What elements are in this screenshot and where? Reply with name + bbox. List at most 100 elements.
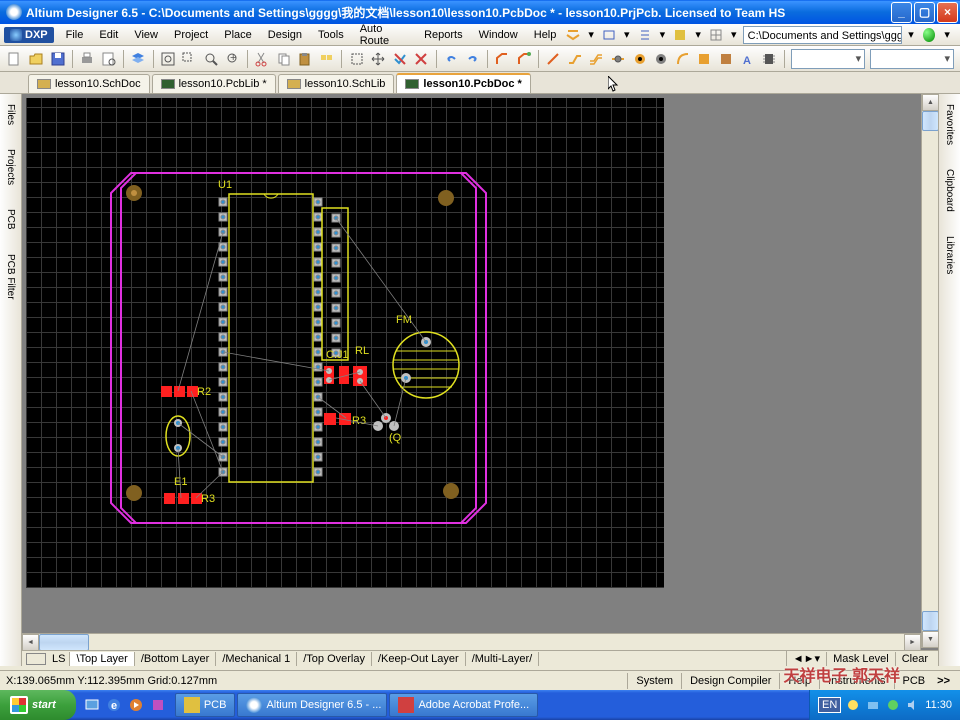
toolbar-dropdown-2[interactable]: ▾ xyxy=(583,27,599,43)
task-pcb[interactable]: PCB xyxy=(175,693,236,717)
zoom-select-button[interactable] xyxy=(201,48,222,70)
toolbar-dropdown-1[interactable] xyxy=(565,27,581,43)
layer-top[interactable]: \Top Layer xyxy=(70,652,134,666)
minimize-button[interactable]: _ xyxy=(891,2,912,23)
duplicate-button[interactable] xyxy=(317,48,338,70)
close-button[interactable]: × xyxy=(937,2,958,23)
toolbar-combo-1[interactable]: ▾ xyxy=(791,49,866,69)
status-indicator[interactable] xyxy=(923,28,935,42)
clock[interactable]: 11:30 xyxy=(925,699,952,711)
scroll-thumb-top[interactable] xyxy=(922,111,938,131)
horizontal-scrollbar[interactable]: ◄ ► xyxy=(22,633,921,650)
scroll-thumb-h[interactable] xyxy=(39,634,89,651)
place-via-button[interactable] xyxy=(608,48,629,70)
canvas-container[interactable]: U1 xyxy=(22,94,938,666)
toolbar-dropdown-8[interactable]: ▾ xyxy=(690,27,706,43)
deselect-button[interactable] xyxy=(389,48,410,70)
scroll-up-button[interactable]: ▲ xyxy=(922,94,938,111)
zoom-area-button[interactable] xyxy=(179,48,200,70)
undo-button[interactable] xyxy=(441,48,462,70)
clear-button[interactable] xyxy=(411,48,432,70)
tab-schlib[interactable]: lesson10.SchLib xyxy=(278,74,395,93)
tab-pcblib[interactable]: lesson10.PcbLib * xyxy=(152,74,276,93)
new-button[interactable] xyxy=(4,48,25,70)
save-button[interactable] xyxy=(47,48,68,70)
autoroute-button[interactable] xyxy=(513,48,534,70)
route-button[interactable] xyxy=(492,48,513,70)
zoom-fit-button[interactable] xyxy=(157,48,178,70)
layer-mech1[interactable]: /Mechanical 1 xyxy=(216,652,297,666)
ql-desktop[interactable] xyxy=(82,694,102,716)
layer-multi[interactable]: /Multi-Layer/ xyxy=(466,652,540,666)
panel-projects[interactable]: Projects xyxy=(3,143,18,191)
scroll-thumb-bottom[interactable] xyxy=(922,611,938,631)
toolbar-dropdown-6[interactable]: ▾ xyxy=(655,27,671,43)
place-arc-button[interactable] xyxy=(673,48,694,70)
scroll-right-button[interactable]: ► xyxy=(904,634,921,651)
menu-file[interactable]: File xyxy=(58,26,92,44)
task-altium[interactable]: Altium Designer 6.5 - ... xyxy=(237,693,387,717)
menu-reports[interactable]: Reports xyxy=(416,26,471,44)
panel-pcb[interactable]: PCB xyxy=(3,203,18,236)
select-button[interactable] xyxy=(346,48,367,70)
copy-button[interactable] xyxy=(273,48,294,70)
tray-icon-1[interactable] xyxy=(845,697,861,713)
panel-libraries[interactable]: Libraries xyxy=(942,230,957,280)
ql-ie[interactable]: e xyxy=(104,694,124,716)
lang-indicator[interactable]: EN xyxy=(818,697,841,713)
menu-help[interactable]: Help xyxy=(526,26,565,44)
redo-button[interactable] xyxy=(462,48,483,70)
layers-button[interactable] xyxy=(128,48,149,70)
path-dropdown[interactable]: ▾ xyxy=(903,27,919,43)
toolbar-dropdown-9[interactable] xyxy=(708,27,724,43)
toolbar-dropdown-10[interactable]: ▾ xyxy=(726,27,742,43)
tab-schdoc[interactable]: lesson10.SchDoc xyxy=(28,74,150,93)
ls-button[interactable]: LS xyxy=(48,652,70,666)
status-compiler[interactable]: Design Compiler xyxy=(681,673,779,689)
menu-edit[interactable]: Edit xyxy=(91,26,126,44)
menu-autoroute[interactable]: Auto Route xyxy=(352,20,416,50)
tray-icon-3[interactable] xyxy=(885,697,901,713)
move-button[interactable] xyxy=(368,48,389,70)
status-dropdown[interactable]: ▾ xyxy=(939,27,955,43)
panel-pcbfilter[interactable]: PCB Filter xyxy=(3,248,18,306)
print-button[interactable] xyxy=(77,48,98,70)
place-fill-button[interactable] xyxy=(694,48,715,70)
panel-favorites[interactable]: Favorites xyxy=(942,98,957,151)
tray-volume-icon[interactable] xyxy=(905,697,921,713)
tray-icon-2[interactable] xyxy=(865,697,881,713)
status-system[interactable]: System xyxy=(627,673,681,689)
toolbar-dropdown-3[interactable] xyxy=(601,27,617,43)
place-component-button[interactable] xyxy=(759,48,780,70)
toolbar-combo-2[interactable]: ▾ xyxy=(870,49,954,69)
layer-bottom[interactable]: /Bottom Layer xyxy=(135,652,216,666)
menu-tools[interactable]: Tools xyxy=(310,26,352,44)
layer-overlay[interactable]: /Top Overlay xyxy=(297,652,372,666)
place-diff-button[interactable] xyxy=(586,48,607,70)
panel-clipboard[interactable]: Clipboard xyxy=(942,163,957,218)
menu-view[interactable]: View xyxy=(126,26,166,44)
zoom-extents-button[interactable]: + xyxy=(222,48,243,70)
scroll-left-button[interactable]: ◄ xyxy=(22,634,39,651)
pcb-canvas[interactable]: U1 xyxy=(26,98,664,588)
place-string-button[interactable]: A xyxy=(737,48,758,70)
place-region-button[interactable] xyxy=(716,48,737,70)
path-box[interactable]: C:\Documents and Settings\gggg\我的 xyxy=(743,26,902,44)
place-via-std-button[interactable] xyxy=(651,48,672,70)
status-more[interactable]: >> xyxy=(933,675,954,687)
paste-button[interactable] xyxy=(295,48,316,70)
place-track-button[interactable] xyxy=(565,48,586,70)
preview-button[interactable] xyxy=(98,48,119,70)
toolbar-dropdown-5[interactable] xyxy=(637,27,653,43)
toolbar-dropdown-7[interactable] xyxy=(672,27,688,43)
maximize-button[interactable]: ▢ xyxy=(914,2,935,23)
cut-button[interactable] xyxy=(252,48,273,70)
clear-button[interactable]: Clear xyxy=(895,652,934,666)
scroll-down-button[interactable]: ▼ xyxy=(922,631,938,648)
ql-player[interactable] xyxy=(126,694,146,716)
layer-selector[interactable] xyxy=(26,653,46,665)
menu-project[interactable]: Project xyxy=(166,26,216,44)
place-line-button[interactable] xyxy=(543,48,564,70)
panel-files[interactable]: Files xyxy=(3,98,18,131)
menu-design[interactable]: Design xyxy=(260,26,310,44)
